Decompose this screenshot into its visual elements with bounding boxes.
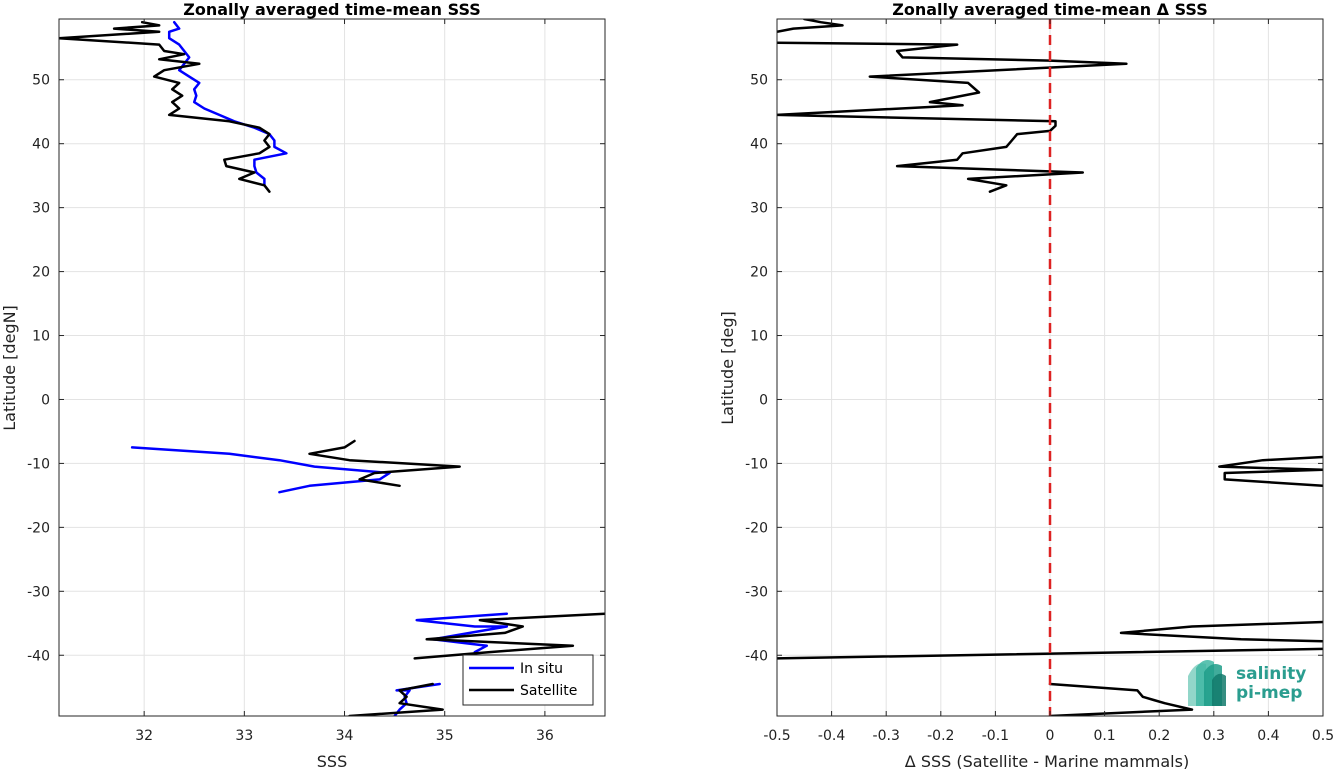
legend-label-satellite: Satellite	[520, 683, 577, 699]
y-tick-label: -30	[745, 584, 768, 600]
right-ticks: -0.5 -0.4 -0.3 -0.2 -0.1 0 0.1 0.2 0.3 0.4 0.5 -40 -…	[745, 19, 1334, 744]
x-tick-label: -0.2	[927, 728, 954, 744]
y-tick-label: -20	[745, 520, 768, 536]
y-tick-label: 50	[32, 73, 50, 89]
x-tick-label: -0.3	[873, 728, 900, 744]
y-tick-label: -10	[745, 456, 768, 472]
wave-logo-icon	[1188, 660, 1226, 706]
y-tick-label: 40	[32, 137, 50, 153]
legend-label-in-situ: In situ	[520, 661, 563, 677]
y-tick-label: 40	[750, 137, 768, 153]
right-x-axis-label: Δ SSS (Satellite - Marine mammals)	[905, 752, 1189, 769]
x-tick-label: 33	[235, 728, 253, 744]
series-line-satellite-segment-2	[308, 439, 461, 488]
series-line-in-situ-segment-3	[415, 612, 509, 654]
left-panel: 32 33 34 35 36 -40 -30 -20 -10 0 10 20 30 40 50 Zonall…	[0, 0, 606, 769]
x-tick-label: 34	[336, 728, 354, 744]
right-series	[777, 19, 1323, 716]
series-group	[777, 19, 1323, 716]
left-plot-area	[59, 19, 605, 716]
x-tick-label: 32	[135, 728, 153, 744]
left-grid	[59, 19, 605, 716]
y-tick-label: 30	[750, 201, 768, 217]
y-tick-label: 0	[41, 392, 50, 408]
legend-box	[462, 654, 594, 706]
y-tick-label: 10	[32, 329, 50, 345]
x-tick-label: -0.1	[982, 728, 1009, 744]
y-tick-label: 20	[32, 265, 50, 281]
right-y-axis-label: Latitude [deg]	[718, 311, 737, 425]
series-line-delta-sss-segment-6	[1048, 682, 1194, 716]
left-series	[59, 20, 605, 716]
series-line-satellite-segment-1	[59, 20, 271, 193]
series-line-delta-sss-segment-4	[1119, 620, 1323, 643]
logo-text-pi-mep: pi-mep	[1236, 683, 1302, 703]
y-tick-label: 10	[750, 329, 768, 345]
left-axes-box	[58, 18, 606, 717]
left-chart-title: Zonally averaged time-mean SSS	[183, 0, 481, 19]
x-tick-label: 0.4	[1257, 728, 1279, 744]
x-tick-label: -0.5	[763, 728, 790, 744]
y-tick-label: -40	[27, 648, 50, 664]
salinity-pi-mep-logo: salinity pi-mep	[1188, 660, 1306, 706]
series-line-delta-sss-segment-3	[1218, 455, 1323, 488]
y-tick-label: -10	[27, 456, 50, 472]
series-line-in-situ-segment-4	[393, 682, 441, 716]
x-tick-label: 0.2	[1148, 728, 1170, 744]
x-tick-label: 0.5	[1312, 728, 1334, 744]
series-line-satellite-segment-4	[348, 682, 444, 716]
x-tick-label: -0.4	[818, 728, 845, 744]
y-tick-label: 20	[750, 265, 768, 281]
series-line-delta-sss-segment-1	[777, 19, 844, 34]
x-tick-label: 35	[436, 728, 454, 744]
y-tick-label: -40	[745, 648, 768, 664]
left-x-axis-label: SSS	[317, 752, 347, 769]
x-tick-label: 0.1	[1093, 728, 1115, 744]
left-y-axis-label: Latitude [degN]	[0, 305, 19, 431]
series-line-satellite-segment-3	[413, 612, 605, 660]
right-panel: -0.5 -0.4 -0.3 -0.2 -0.1 0 0.1 0.2 0.3 0.4 0.5 -40 -…	[718, 0, 1334, 769]
x-tick-label: 0	[1046, 728, 1055, 744]
series-line-delta-sss-segment-5	[777, 647, 1323, 660]
left-ticks: 32 33 34 35 36 -40 -30 -20 -10 0 10 20 30 40 50	[27, 19, 605, 744]
logo-text-salinity: salinity	[1236, 664, 1306, 684]
series-line-in-situ-segment-1	[167, 20, 288, 187]
series-group	[59, 20, 605, 716]
x-tick-label: 36	[536, 728, 554, 744]
y-tick-label: -30	[27, 584, 50, 600]
y-tick-label: -20	[27, 520, 50, 536]
right-chart-title: Zonally averaged time-mean Δ SSS	[892, 0, 1208, 19]
y-tick-label: 50	[750, 73, 768, 89]
x-tick-label: 0.3	[1203, 728, 1225, 744]
y-tick-label: 30	[32, 201, 50, 217]
legend: In situ Satellite	[462, 654, 594, 706]
y-tick-label: 0	[759, 392, 768, 408]
series-line-in-situ-segment-2	[130, 446, 391, 494]
